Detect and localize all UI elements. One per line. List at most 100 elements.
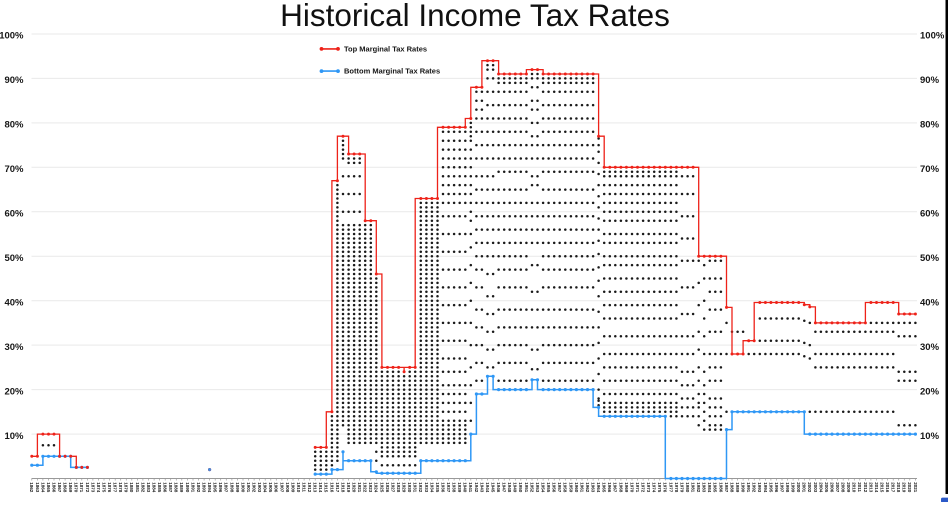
svg-text:2003: 2003 [813,482,818,493]
svg-text:1980: 1980 [685,482,690,493]
svg-text:1896: 1896 [218,482,223,493]
svg-text:1868: 1868 [63,482,68,493]
svg-text:1962: 1962 [585,482,590,493]
svg-text:1918: 1918 [340,482,345,493]
svg-text:1904: 1904 [263,482,268,493]
svg-text:1984: 1984 [707,482,712,493]
svg-text:1886: 1886 [163,482,168,493]
svg-text:70%: 70% [4,164,24,175]
svg-text:40%: 40% [920,297,940,308]
svg-text:2002: 2002 [807,482,812,493]
svg-text:1954: 1954 [541,482,546,493]
svg-text:1944: 1944 [485,482,490,493]
svg-text:1940: 1940 [463,482,468,493]
svg-text:1895: 1895 [213,482,218,493]
svg-text:1993: 1993 [757,482,762,493]
svg-text:1969: 1969 [624,482,629,493]
svg-text:2018: 2018 [896,482,901,493]
svg-text:1992: 1992 [752,482,757,493]
svg-text:1909: 1909 [290,482,295,493]
svg-text:1964: 1964 [596,482,601,493]
svg-text:1928: 1928 [396,482,401,493]
svg-text:1991: 1991 [746,482,751,493]
svg-text:60%: 60% [920,209,940,220]
svg-text:1987: 1987 [724,482,729,493]
svg-text:Bottom Marginal Tax Rates: Bottom Marginal Tax Rates [344,67,440,76]
svg-text:1976: 1976 [663,482,668,493]
svg-text:1869: 1869 [68,482,73,493]
svg-text:1916: 1916 [329,482,334,493]
svg-text:70%: 70% [920,164,940,175]
svg-text:1978: 1978 [674,482,679,493]
svg-text:1878: 1878 [118,482,123,493]
svg-text:20%: 20% [920,386,940,397]
svg-text:1982: 1982 [696,482,701,493]
svg-text:1996: 1996 [774,482,779,493]
svg-text:50%: 50% [920,253,940,264]
svg-text:1885: 1885 [157,482,162,493]
svg-text:1930: 1930 [407,482,412,493]
svg-text:2021: 2021 [913,482,918,493]
svg-text:1923: 1923 [368,482,373,493]
svg-text:1959: 1959 [568,482,573,493]
svg-text:1946: 1946 [496,482,501,493]
svg-text:1920: 1920 [352,482,357,493]
svg-text:1983: 1983 [702,482,707,493]
svg-text:1883: 1883 [146,482,151,493]
svg-text:1937: 1937 [446,482,451,493]
svg-text:1949: 1949 [513,482,518,493]
svg-text:1998: 1998 [785,482,790,493]
svg-text:1950: 1950 [518,482,523,493]
svg-text:60%: 60% [4,209,24,220]
svg-text:1879: 1879 [124,482,129,493]
svg-text:Historical Income Tax Rates: Historical Income Tax Rates [280,0,670,33]
svg-text:1894: 1894 [207,482,212,493]
svg-text:1917: 1917 [335,482,340,493]
svg-text:1897: 1897 [224,482,229,493]
svg-text:1889: 1889 [179,482,184,493]
svg-text:1908: 1908 [285,482,290,493]
svg-text:1912: 1912 [307,482,312,493]
svg-text:1957: 1957 [557,482,562,493]
svg-text:100%: 100% [0,31,24,42]
svg-text:100%: 100% [920,31,945,42]
svg-text:2008: 2008 [841,482,846,493]
svg-text:2020: 2020 [907,482,912,493]
svg-text:1898: 1898 [229,482,234,493]
svg-text:1874: 1874 [96,482,101,493]
svg-text:1873: 1873 [90,482,95,493]
svg-text:1867: 1867 [57,482,62,493]
svg-text:1935: 1935 [435,482,440,493]
svg-text:2007: 2007 [835,482,840,493]
svg-text:1864: 1864 [40,482,45,493]
svg-text:1970: 1970 [629,482,634,493]
svg-text:1910: 1910 [296,482,301,493]
svg-text:1881: 1881 [135,482,140,493]
svg-text:1913: 1913 [313,482,318,493]
svg-text:2005: 2005 [824,482,829,493]
svg-text:1906: 1906 [274,482,279,493]
svg-text:1995: 1995 [768,482,773,493]
svg-text:1919: 1919 [346,482,351,493]
svg-text:Top Marginal Tax Rates: Top Marginal Tax Rates [344,44,427,53]
svg-text:1999: 1999 [791,482,796,493]
svg-text:1893: 1893 [202,482,207,493]
svg-text:1990: 1990 [741,482,746,493]
svg-text:1884: 1884 [152,482,157,493]
svg-text:1925: 1925 [379,482,384,493]
svg-text:1862: 1862 [29,482,34,493]
svg-text:80%: 80% [4,120,24,131]
svg-text:1936: 1936 [440,482,445,493]
svg-text:1985: 1985 [713,482,718,493]
svg-text:40%: 40% [4,297,24,308]
svg-text:1994: 1994 [763,482,768,493]
svg-text:10%: 10% [4,431,24,442]
svg-text:2001: 2001 [802,482,807,493]
svg-text:1870: 1870 [74,482,79,493]
svg-text:1977: 1977 [668,482,673,493]
svg-text:1899: 1899 [235,482,240,493]
svg-text:1973: 1973 [646,482,651,493]
svg-text:50%: 50% [4,253,24,264]
svg-text:1911: 1911 [302,482,307,492]
svg-text:1972: 1972 [641,482,646,493]
